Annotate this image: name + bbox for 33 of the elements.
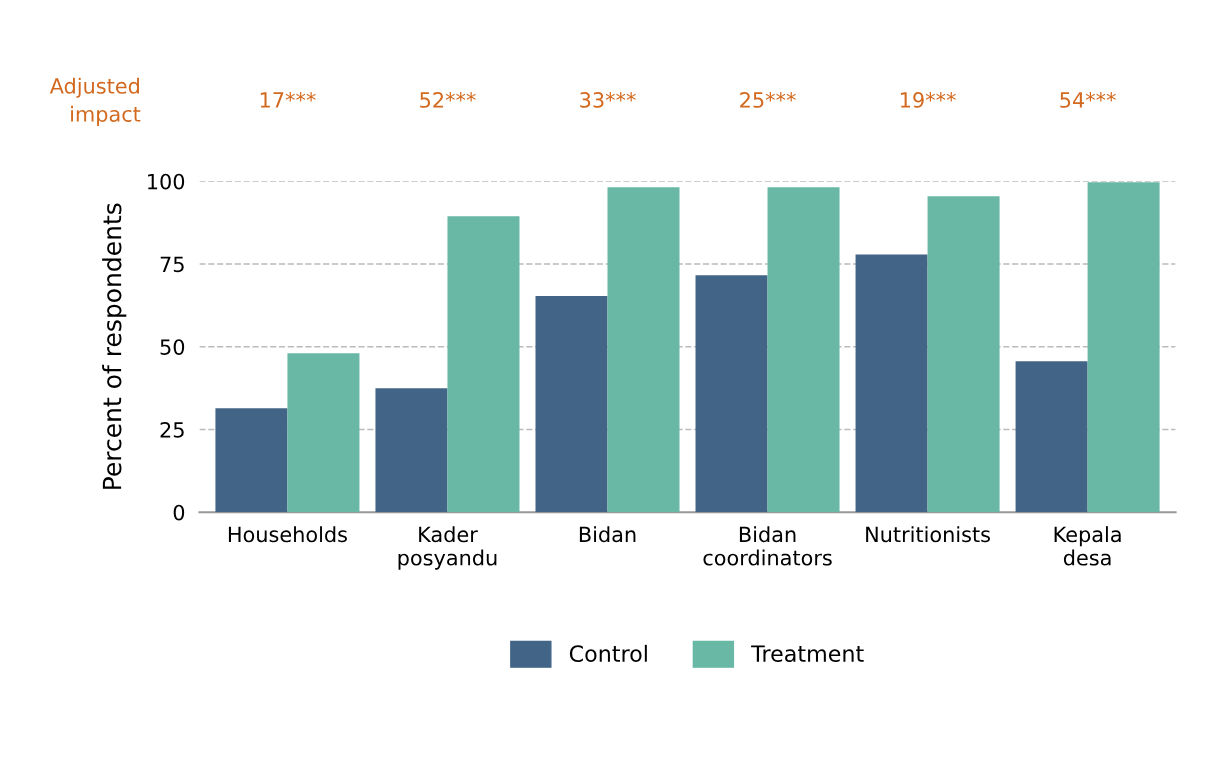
bar (927, 196, 1000, 513)
bar (215, 408, 288, 513)
text: 19*** (900, 92, 956, 108)
bar (1087, 182, 1160, 513)
bar (375, 388, 448, 513)
legend-label: Treatment (751, 645, 864, 663)
text: Adjusted impact (49, 77, 141, 126)
text: 17*** (260, 92, 316, 108)
bar (447, 216, 520, 513)
y-axis-title: Percent of respondents (102, 203, 127, 489)
x-tick-label: Bidan (579, 526, 636, 543)
y-tick-label: 25 (160, 421, 184, 438)
text: 54*** (1060, 92, 1116, 108)
bar (287, 353, 360, 513)
text: 52*** (420, 92, 476, 108)
x-tick-label: Nutritionists (866, 526, 990, 543)
bar (855, 254, 928, 513)
bar (767, 187, 840, 513)
x-tick-label: Kader posyandu (398, 526, 497, 570)
x-tick-label: Kepala desa (1054, 526, 1121, 566)
bar (607, 187, 680, 513)
y-tick-label: 75 (160, 256, 184, 273)
legend-label: Control (569, 644, 647, 663)
text: 33*** (580, 92, 636, 108)
y-tick-label: 50 (160, 339, 185, 355)
bar (695, 275, 768, 513)
x-tick-label: Households (228, 526, 347, 543)
bar (535, 296, 608, 513)
y-tick-label: 100 (148, 173, 185, 190)
x-tick-label: Bidan coordinators (703, 526, 832, 566)
text: 25*** (740, 92, 796, 108)
y-tick-label: 0 (173, 504, 185, 521)
bar (1015, 361, 1088, 513)
